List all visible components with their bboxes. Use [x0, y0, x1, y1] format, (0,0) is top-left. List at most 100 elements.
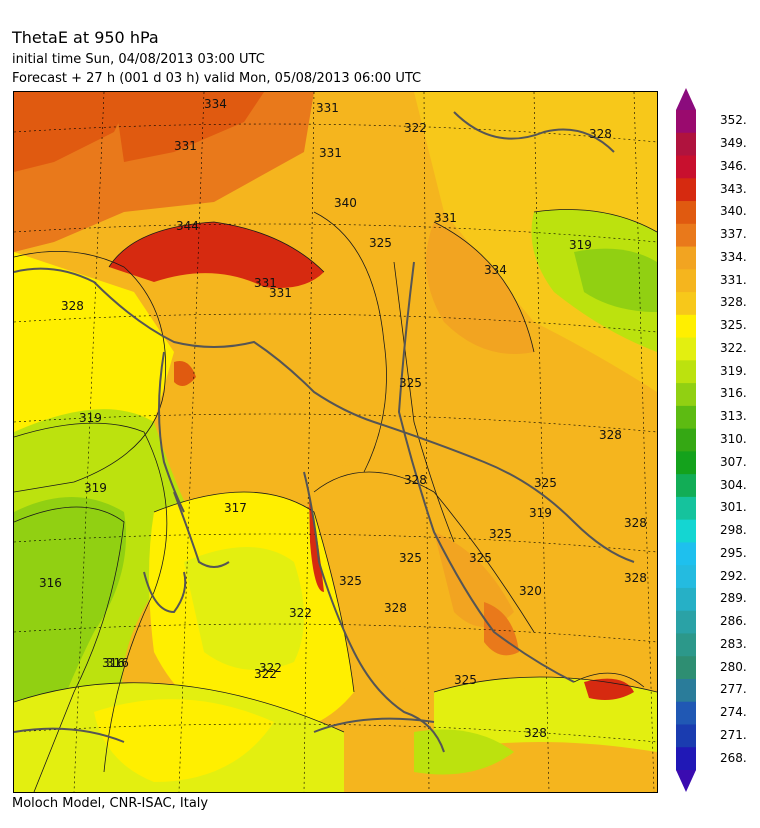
field-nw-hot: [14, 92, 134, 172]
contour-label: 325: [469, 551, 492, 565]
field-west-hotspot: [174, 361, 196, 386]
contour-label: 334: [204, 97, 227, 111]
legend-label: 271.: [720, 727, 747, 742]
contour-label: 331: [434, 211, 457, 225]
legend-label: 325.: [720, 318, 747, 333]
contour-label: 316: [102, 656, 125, 670]
contour-label: 328: [404, 473, 427, 487]
legend-label: 268.: [720, 750, 747, 765]
legend-label: 295.: [720, 545, 747, 560]
forecast-valid-time: Forecast + 27 h (001 d 03 h) valid Mon, …: [12, 71, 422, 86]
legend-swatch: [676, 724, 696, 748]
legend-label: 352.: [720, 113, 747, 128]
contour-label: 319: [84, 481, 107, 495]
thetae-map: 334 331 331 331 334 328 328 325 322 319 …: [13, 91, 658, 793]
contour-label: 328: [384, 601, 407, 615]
contour-label: 325: [369, 236, 392, 250]
legend-swatch: [676, 633, 696, 657]
legend-label: 331.: [720, 272, 747, 287]
contour-label: 328: [524, 726, 547, 740]
legend-swatch: [676, 565, 696, 589]
legend-swatch: [676, 496, 696, 521]
legend-label: 274.: [720, 705, 747, 720]
contour-label: 325: [454, 673, 477, 687]
contour-label: 328: [589, 127, 612, 141]
legend-swatch: [676, 451, 696, 475]
contour-lines: [14, 209, 657, 792]
legend-swatch: [676, 223, 696, 248]
legend-swatch: [676, 747, 696, 771]
legend-label: 277.: [720, 682, 747, 697]
legend-bottom-arrow: [676, 770, 696, 792]
legend-label: 307.: [720, 454, 747, 469]
contour-label: 320: [519, 584, 542, 598]
contour-label: 331: [319, 146, 342, 160]
legend-swatch: [676, 360, 696, 384]
initial-time: initial time Sun, 04/08/2013 03:00 UTC: [12, 52, 265, 67]
contour-label: 325: [399, 376, 422, 390]
legend-swatch: [676, 656, 696, 680]
legend-label: 316.: [720, 386, 747, 401]
contour-label: 328: [624, 516, 647, 530]
contour-label: 322: [289, 606, 312, 620]
legend-swatch: [676, 314, 696, 339]
legend-label: 328.: [720, 295, 747, 310]
legend-swatch: [676, 337, 696, 361]
legend-label: 343.: [720, 181, 747, 196]
legend-label: 346.: [720, 158, 747, 173]
legend-label: 289.: [720, 591, 747, 606]
legend-swatch: [676, 701, 696, 725]
legend-swatch: [676, 132, 696, 157]
legend-swatch: [676, 474, 696, 498]
legend-label: 337.: [720, 227, 747, 242]
legend-swatch: [676, 178, 696, 202]
legend-label: 349.: [720, 136, 747, 151]
field-adriatic-orange: [434, 532, 514, 627]
legend-swatch: [676, 269, 696, 293]
contour-label: 328: [624, 571, 647, 585]
legend-swatch: [676, 542, 696, 566]
legend-swatch: [676, 428, 696, 452]
chart-title: ThetaE at 950 hPa: [12, 28, 159, 47]
legend-swatch: [676, 587, 696, 612]
legend-swatch: [676, 405, 696, 430]
legend-label: 280.: [720, 659, 747, 674]
legend-label: 283.: [720, 636, 747, 651]
field-ne-deepgreen: [574, 248, 657, 312]
contour-label: 316: [106, 656, 129, 670]
contour-label: 322: [254, 667, 277, 681]
legend-swatch: [676, 678, 696, 703]
legend-swatch: [676, 610, 696, 634]
legend-swatch: [676, 519, 696, 543]
contour-label: 316: [39, 576, 62, 590]
legend-label: 313.: [720, 409, 747, 424]
contour-label: 322: [259, 661, 282, 675]
contour-label: 334: [484, 263, 507, 277]
legend-label: 298.: [720, 523, 747, 538]
legend-swatch: [676, 383, 696, 407]
contour-label: 331: [254, 276, 277, 290]
footer-credit: Moloch Model, CNR-ISAC, Italy: [12, 796, 209, 811]
contour-labels: 334 331 331 331 334 328 328 325 322 319 …: [39, 97, 647, 740]
graticule: [14, 92, 657, 792]
legend-label: 334.: [720, 249, 747, 264]
contour-label: 325: [489, 527, 512, 541]
coastlines: [14, 111, 635, 753]
contour-label: 325: [534, 476, 557, 490]
color-legend: [674, 88, 698, 800]
contour-label: 325: [339, 574, 362, 588]
legend-swatch: [676, 246, 696, 270]
legend-label: 304.: [720, 477, 747, 492]
legend-swatch: [676, 292, 696, 316]
contour-label: 325: [399, 551, 422, 565]
legend-label: 322.: [720, 340, 747, 355]
contour-label: 319: [529, 506, 552, 520]
legend-label: 319.: [720, 363, 747, 378]
contour-label: 328: [599, 428, 622, 442]
legend-label: 286.: [720, 614, 747, 629]
contour-label: 322: [404, 121, 427, 135]
contour-label: 319: [79, 411, 102, 425]
field-south-orange: [484, 602, 519, 656]
contour-label: 331: [316, 101, 339, 115]
legend-swatch: [676, 155, 696, 179]
